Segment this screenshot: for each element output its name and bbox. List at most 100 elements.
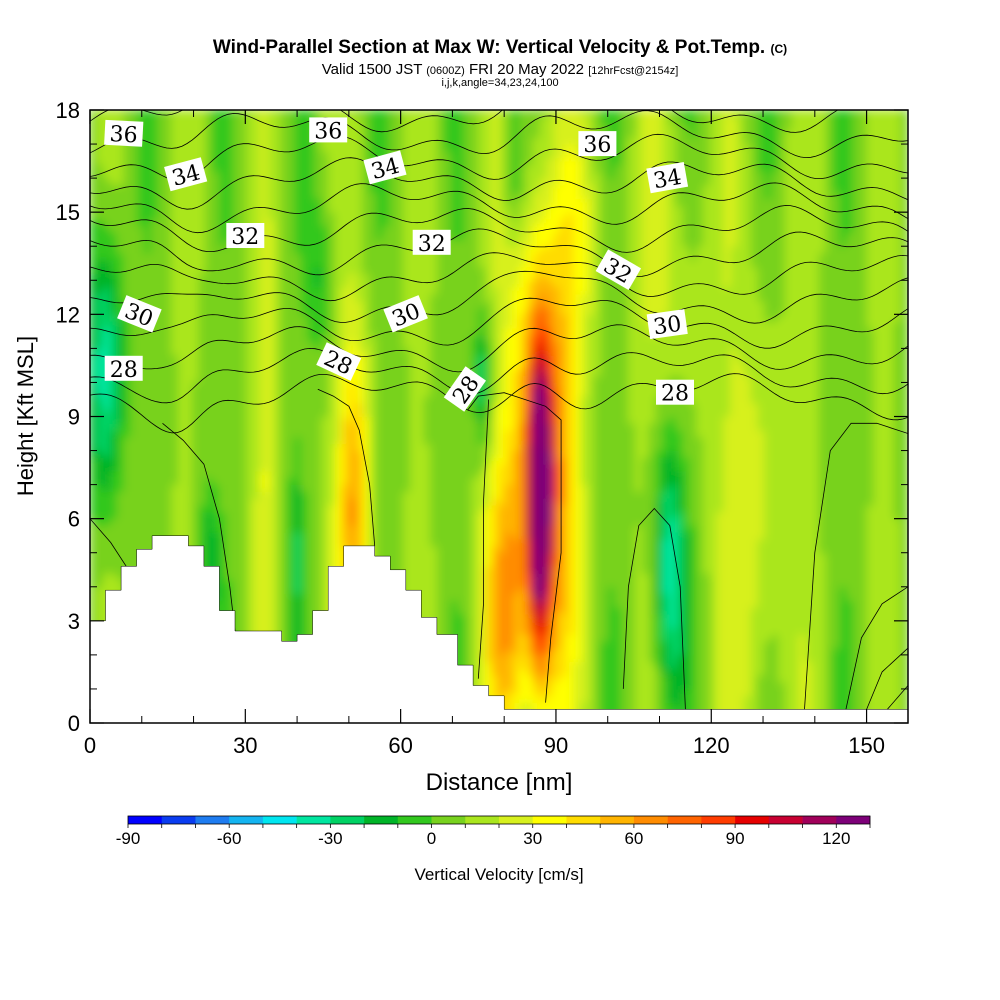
field-cell [321, 300, 330, 309]
field-cell [334, 286, 343, 295]
field-cell [321, 450, 330, 458]
field-cell [314, 429, 323, 438]
field-cell [246, 490, 255, 499]
field-cell [403, 416, 411, 424]
field-cell [450, 252, 459, 261]
field-cell [437, 620, 445, 629]
field-cell [266, 163, 275, 172]
field-cell [423, 524, 432, 533]
field-cell [321, 402, 330, 411]
field-cell [457, 518, 466, 526]
field-cell [130, 279, 139, 288]
field-cell [171, 286, 180, 295]
field-cell [355, 307, 364, 315]
field-cell [294, 538, 302, 547]
field-cell [423, 259, 432, 268]
field-cell [423, 531, 432, 540]
field-cell [232, 307, 241, 315]
field-cell [348, 531, 357, 540]
field-cell [403, 565, 411, 574]
field-cell [409, 538, 418, 547]
field-cell [205, 279, 214, 288]
field-cell [450, 409, 459, 417]
field-cell [116, 545, 125, 554]
field-cell [355, 443, 364, 452]
field-cell [314, 368, 323, 377]
field-cell [280, 518, 289, 526]
field-cell [423, 143, 432, 152]
field-cell [307, 572, 316, 581]
field-cell [328, 388, 336, 397]
field-cell [266, 463, 275, 472]
field-cell [239, 456, 248, 465]
field-cell [266, 157, 275, 165]
field-cell [443, 381, 452, 390]
field-cell [314, 143, 323, 152]
field-cell [389, 545, 398, 554]
field-cell [109, 429, 118, 438]
field-cell [328, 177, 336, 186]
field-cell [273, 463, 282, 472]
field-cell [103, 266, 111, 274]
field-cell [416, 184, 425, 193]
field-cell [450, 300, 459, 309]
field-cell [294, 361, 302, 370]
field-cell [321, 307, 330, 315]
field-cell [164, 300, 173, 309]
field-cell [150, 416, 159, 424]
field-cell [178, 286, 186, 295]
field-cell [198, 279, 207, 288]
field-cell [443, 361, 452, 370]
field-cell [253, 538, 261, 547]
field-cell [239, 110, 248, 118]
field-cell [382, 184, 391, 193]
field-cell [164, 524, 173, 533]
field-cell [403, 225, 411, 234]
field-cell [116, 286, 125, 295]
field-cell [198, 477, 207, 486]
field-cell [307, 511, 316, 520]
field-cell [144, 395, 152, 404]
field-cell [457, 286, 466, 295]
field-cell [389, 402, 398, 411]
field-cell [314, 402, 323, 411]
field-cell [239, 279, 248, 288]
field-cell [307, 177, 316, 186]
field-cell [191, 300, 200, 309]
field-cell [396, 347, 405, 356]
field-cell [212, 320, 221, 329]
field-cell [430, 198, 439, 206]
field-cell [103, 381, 111, 390]
field-cell [423, 286, 432, 295]
field-cell [430, 150, 439, 159]
field-cell [307, 341, 316, 349]
field-cell [225, 409, 234, 417]
field-cell [253, 279, 261, 288]
field-cell [253, 436, 261, 445]
field-cell [116, 245, 125, 254]
field-cell [328, 375, 336, 383]
field-cell [273, 593, 282, 601]
field-cell [157, 368, 166, 377]
field-cell [437, 218, 445, 227]
field-cell [144, 490, 152, 499]
field-cell [382, 402, 391, 411]
field-cell [164, 272, 173, 281]
field-cell [280, 136, 289, 145]
field-cell [416, 136, 425, 145]
field-cell [389, 259, 398, 268]
field-cell [164, 511, 173, 520]
field-cell [266, 409, 275, 417]
field-cell [300, 504, 309, 513]
field-cell [382, 259, 391, 268]
field-cell [341, 232, 350, 240]
field-cell [239, 443, 248, 452]
field-cell [232, 456, 241, 465]
field-cell [314, 518, 323, 526]
field-cell [273, 579, 282, 588]
field-cell [130, 116, 139, 125]
field-cell [300, 436, 309, 445]
field-cell [375, 518, 384, 526]
field-cell [137, 286, 146, 295]
field-cell [443, 163, 452, 172]
